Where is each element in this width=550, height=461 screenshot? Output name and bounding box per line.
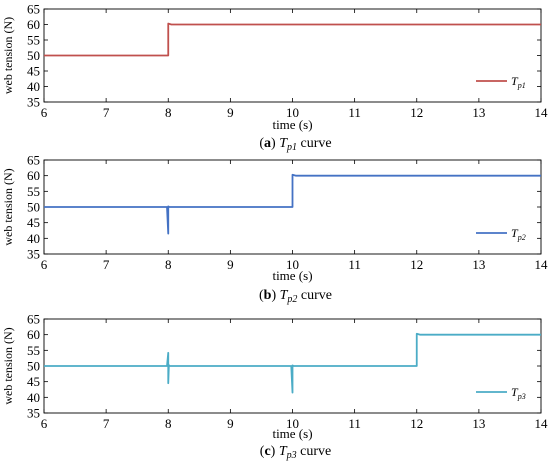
- y-tick-label: 65: [27, 312, 40, 327]
- caption-subscript: p2: [286, 294, 297, 305]
- x-tick-label: 6: [41, 257, 48, 272]
- caption-close-paren: ): [271, 288, 279, 303]
- caption-close-paren: ): [271, 136, 279, 151]
- x-tick-label: 12: [410, 105, 423, 120]
- y-tick-label: 60: [27, 17, 40, 32]
- x-tick-label: 12: [410, 416, 423, 431]
- caption-subscript: p1: [286, 142, 297, 153]
- series-line-p3: [44, 332, 541, 394]
- y-tick-label: 50: [27, 48, 40, 63]
- y-axis-label: web tension (N): [1, 17, 15, 94]
- x-tick-label: 8: [165, 416, 172, 431]
- y-tick-label: 65: [27, 2, 40, 17]
- y-axis-label: web tension (N): [1, 327, 15, 404]
- y-tick-label: 45: [27, 215, 40, 230]
- legend-label: Tp3: [511, 385, 526, 401]
- y-tick-label: 40: [27, 390, 40, 405]
- caption-letter: c: [264, 444, 270, 459]
- y-tick-label: 55: [27, 343, 40, 358]
- x-tick-label: 11: [348, 105, 361, 120]
- x-tick-label: 9: [227, 105, 234, 120]
- x-tick-label: 6: [41, 416, 48, 431]
- caption-close-paren: ): [271, 444, 279, 459]
- x-tick-label: 6: [41, 105, 48, 120]
- caption-open-paren: (: [259, 288, 264, 303]
- x-tick-label: 8: [165, 257, 172, 272]
- x-axis-label: time (s): [272, 426, 312, 441]
- series-line-p1: [44, 22, 541, 57]
- x-tick-label: 7: [103, 416, 110, 431]
- caption-open-paren: (: [260, 444, 265, 459]
- x-tick-label: 9: [227, 257, 234, 272]
- caption-open-paren: (: [259, 136, 264, 151]
- y-tick-label: 50: [27, 359, 40, 374]
- legend-label-subscript: p3: [517, 392, 526, 401]
- caption-letter: b: [264, 288, 272, 303]
- x-tick-label: 14: [535, 257, 549, 272]
- x-tick-label: 7: [103, 257, 110, 272]
- x-tick-label: 14: [535, 416, 549, 431]
- legend-label: Tp2: [511, 226, 526, 242]
- y-tick-label: 40: [27, 79, 40, 94]
- x-tick-label: 10: [286, 416, 299, 431]
- x-tick-label: 10: [286, 105, 299, 120]
- caption-suffix: curve: [297, 444, 332, 459]
- caption-symbol: T: [279, 136, 288, 151]
- panel-caption: (c) Tp3 curve: [260, 444, 331, 461]
- legend-label-subscript: p1: [517, 81, 526, 90]
- x-tick-label: 13: [472, 416, 485, 431]
- y-tick-label: 60: [27, 327, 40, 342]
- x-axis-label: time (s): [272, 117, 312, 132]
- legend-label: Tp1: [511, 74, 526, 90]
- y-tick-label: 40: [27, 231, 40, 246]
- caption-symbol: T: [280, 288, 289, 303]
- caption-suffix: curve: [297, 288, 332, 303]
- y-tick-label: 50: [27, 200, 40, 215]
- x-tick-label: 12: [410, 257, 423, 272]
- x-tick-label: 8: [165, 105, 172, 120]
- y-tick-label: 35: [27, 247, 40, 262]
- y-tick-label: 35: [27, 95, 40, 110]
- y-tick-label: 55: [27, 33, 40, 48]
- x-tick-label: 9: [227, 416, 234, 431]
- x-tick-label: 11: [348, 416, 361, 431]
- caption-suffix: curve: [297, 136, 332, 151]
- x-tick-label: 13: [472, 105, 485, 120]
- y-axis-label: web tension (N): [1, 168, 15, 245]
- x-tick-label: 7: [103, 105, 110, 120]
- y-tick-label: 45: [27, 64, 40, 79]
- x-axis-label: time (s): [272, 268, 312, 283]
- series-line-p2: [44, 173, 541, 235]
- caption-subscript: p3: [286, 450, 297, 461]
- y-tick-label: 60: [27, 168, 40, 183]
- caption-symbol: T: [279, 444, 288, 459]
- caption-letter: a: [264, 136, 271, 151]
- y-tick-label: 55: [27, 184, 40, 199]
- x-tick-label: 10: [286, 257, 299, 272]
- legend-label-subscript: p2: [517, 233, 526, 242]
- x-tick-label: 13: [472, 257, 485, 272]
- y-tick-label: 45: [27, 374, 40, 389]
- x-tick-label: 14: [535, 105, 549, 120]
- panel-caption: (a) Tp1 curve: [259, 136, 331, 153]
- y-tick-label: 35: [27, 406, 40, 421]
- x-tick-label: 11: [348, 257, 361, 272]
- y-tick-label: 65: [27, 153, 40, 168]
- panel-caption: (b) Tp2 curve: [259, 288, 332, 305]
